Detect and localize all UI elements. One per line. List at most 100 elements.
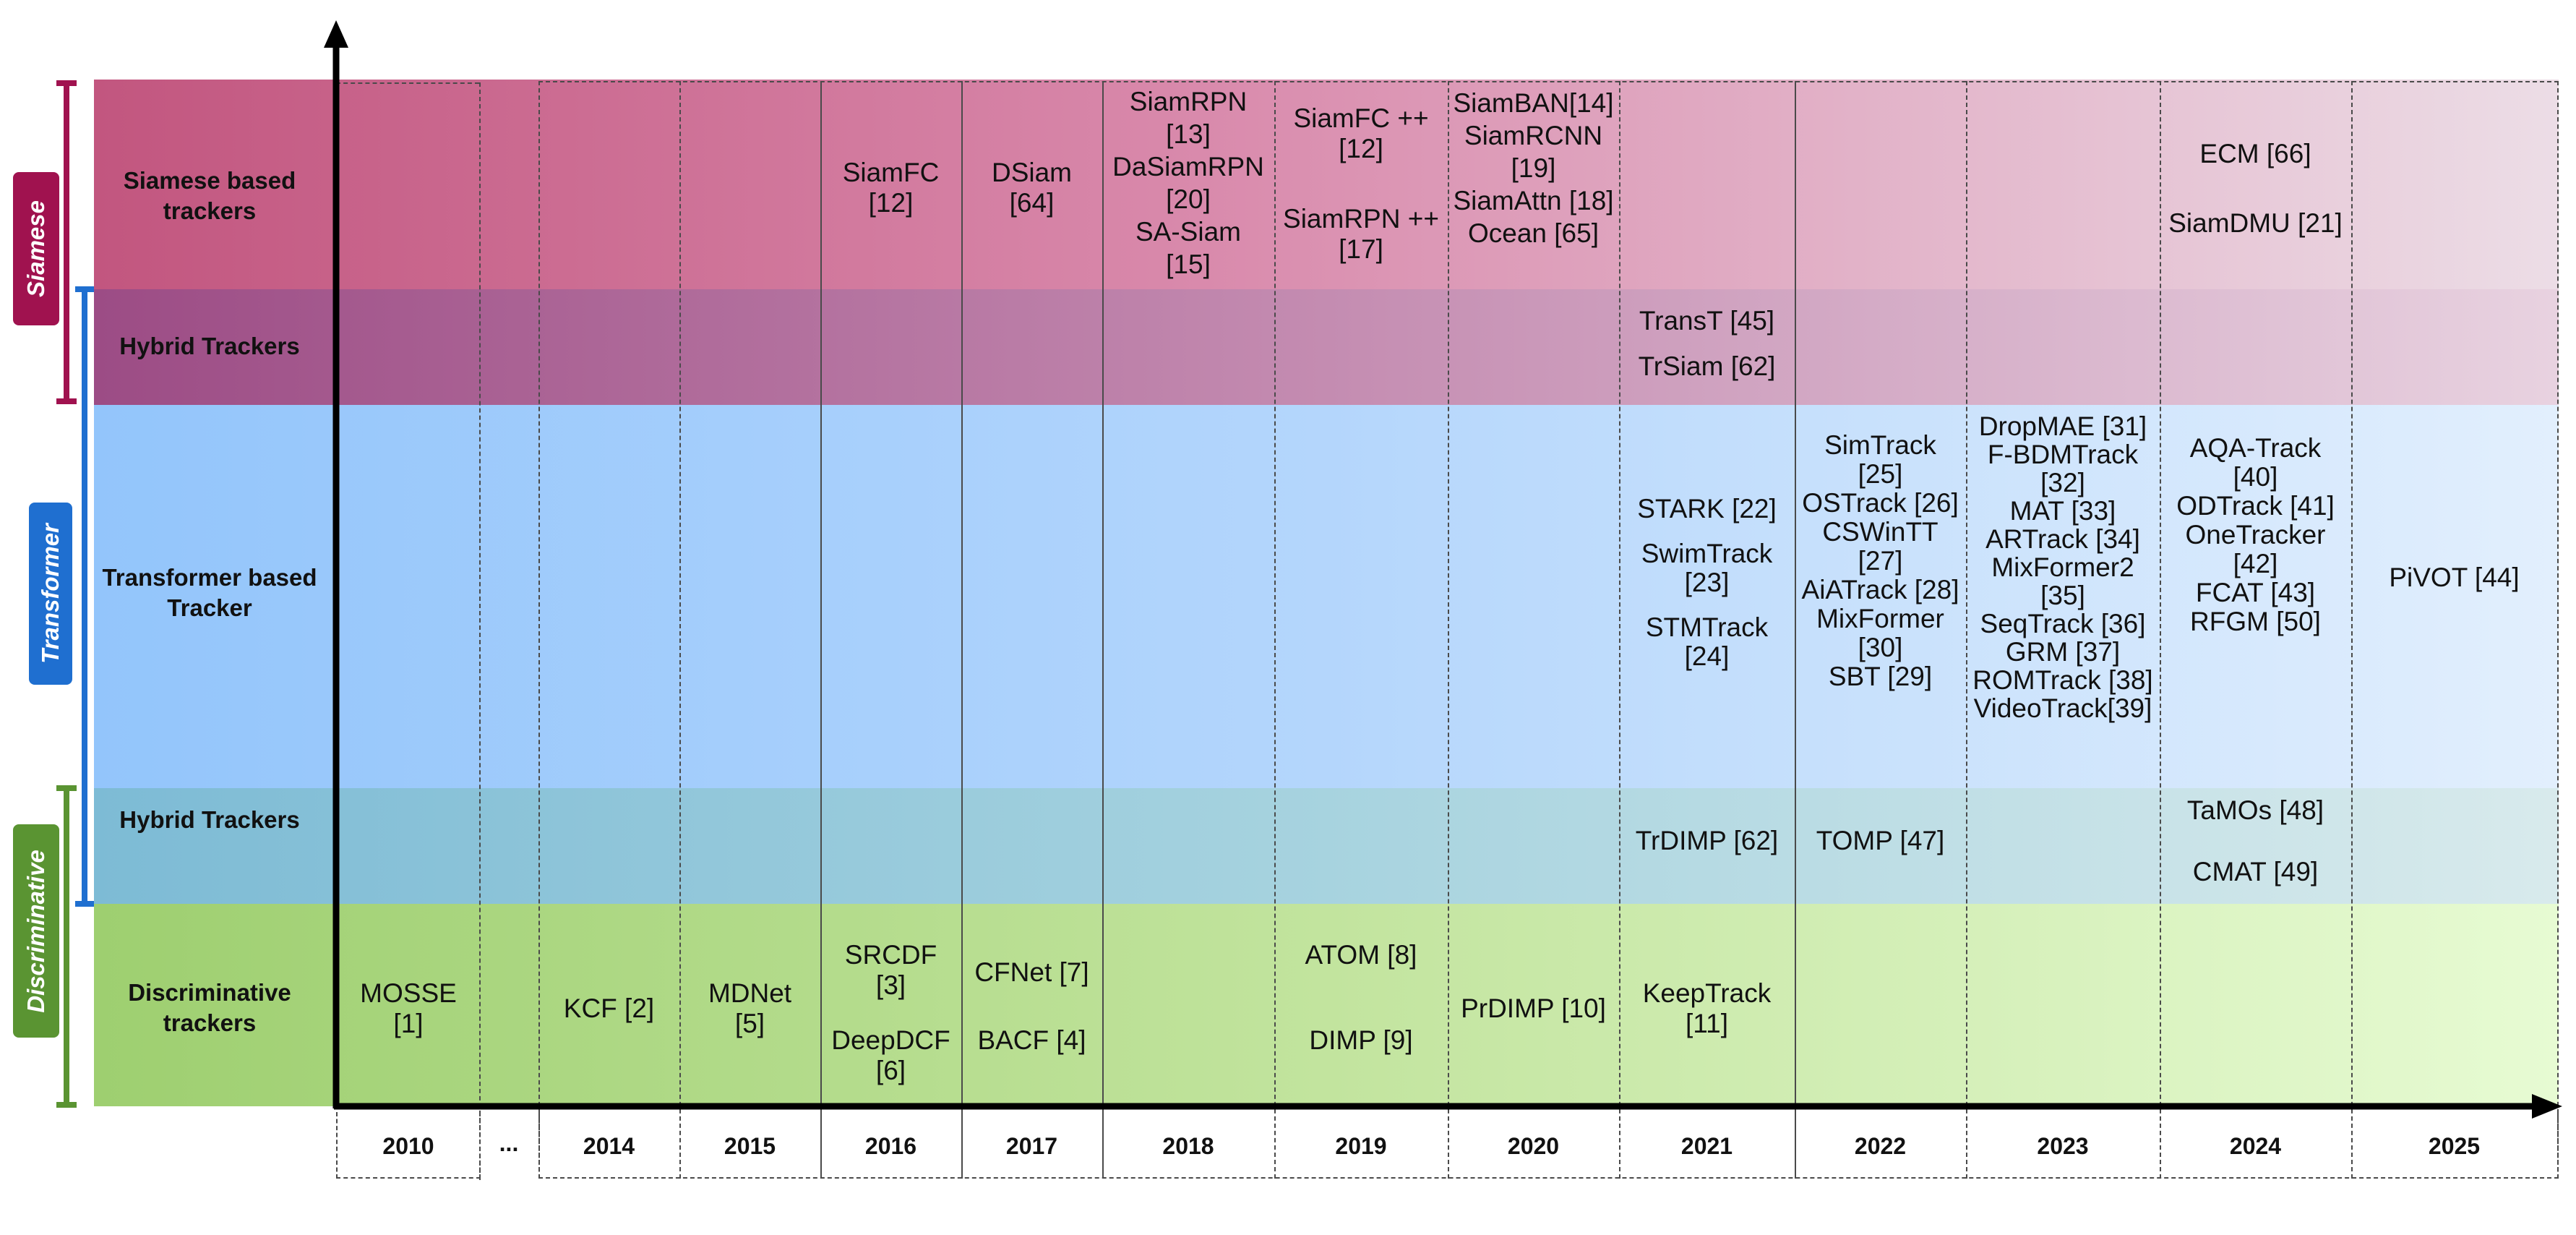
tracker-entry: SwimTrack — [1641, 539, 1773, 568]
tracker-entry: RFGM [50] — [2190, 607, 2321, 636]
year-label: 2016 — [864, 1133, 917, 1159]
hybrid-siamese-band — [94, 289, 2559, 405]
tracker-entry: SiamBAN[14] — [1453, 88, 1614, 118]
tracker-entry: SiamFC ++ — [1293, 103, 1429, 133]
tracker-entry: [13] — [1166, 119, 1211, 149]
year-label: 2022 — [1854, 1133, 1907, 1159]
tracker-entry: SA-Siam — [1135, 217, 1241, 247]
tracker-group: CFNet [7] — [961, 957, 1102, 988]
tracker-entry: SiamRPN ++ — [1283, 204, 1439, 234]
column-divider — [820, 81, 822, 1179]
year-2010-top-edge — [336, 82, 479, 84]
year-label: ... — [499, 1130, 519, 1156]
tracker-entry: [19] — [1511, 153, 1556, 183]
tracker-entry: [32] — [2040, 468, 2085, 497]
tracker-group: MDNet [5] — [679, 978, 820, 1039]
column-divider — [1448, 81, 1449, 1179]
tracker-entry: STMTrack — [1645, 612, 1769, 642]
tracker-group: MOSSE [1] — [336, 978, 481, 1039]
column-divider — [1795, 81, 1796, 1179]
year-label: 2019 — [1335, 1133, 1387, 1159]
column-divider — [961, 81, 963, 1179]
tracker-entry: SiamRCNN — [1464, 121, 1603, 150]
tracker-entry: GRM [37] — [2005, 637, 2121, 667]
tracker-entry: [1] — [393, 1009, 424, 1038]
year-columns-top-edge — [538, 81, 2559, 82]
tracker-entry: Ocean [65] — [1467, 218, 1599, 248]
tracker-entry: ATOM [8] — [1305, 940, 1417, 970]
tracker-entry: MixFormer — [1816, 604, 1944, 633]
tracker-entry: DaSiamRPN — [1112, 152, 1264, 181]
column-divider — [679, 81, 681, 1179]
tracker-group: TaMOs [48] — [2160, 795, 2351, 826]
tracker-entry: OSTrack [26] — [1802, 488, 1959, 518]
column-divider — [2351, 81, 2353, 1179]
tracker-group: AQA-Track [40] ODTrack [41] OneTracker [42] F… — [2160, 434, 2351, 636]
tracker-entry: CFNet [7] — [974, 957, 1089, 987]
tracker-entry: [27] — [1858, 546, 1903, 576]
tracker-entry: DropMAE [31] — [1978, 411, 2147, 441]
tracker-entry: [42] — [2233, 549, 2278, 578]
tracker-group: ECM [66] — [2160, 139, 2351, 169]
column-divider — [538, 81, 540, 1179]
tracker-entry: TrSiam [62] — [1638, 351, 1776, 381]
tracker-entry: SiamRPN — [1129, 87, 1248, 116]
tracker-entry: SiamAttn [18] — [1453, 186, 1614, 215]
row-label-hybrid-siamese: Hybrid Trackers — [119, 333, 300, 359]
category-tag-discriminative: Discriminative — [13, 824, 59, 1038]
tracker-entry: PiVOT [44] — [2389, 563, 2520, 592]
tracker-entry: [23] — [1684, 568, 1730, 597]
tracker-group: SiamFC ++ [12] — [1274, 103, 1448, 164]
tracker-entry: TrDIMP [62] — [1635, 826, 1779, 855]
tracker-entry: [15] — [1166, 249, 1211, 279]
tracker-entry: [24] — [1684, 641, 1730, 671]
tracker-entry: AQA-Track — [2189, 433, 2322, 463]
row-label-discriminative: Discriminative trackers — [128, 979, 291, 1036]
year-label: 2021 — [1680, 1133, 1733, 1159]
year-box — [336, 1112, 481, 1179]
tracker-entry: ECM [66] — [2199, 139, 2311, 168]
tracker-entry: [6] — [875, 1056, 906, 1085]
column-divider — [1274, 81, 1276, 1179]
tracker-group: DropMAE [31] F-BDMTrack [32] MAT [33] ARTrac… — [1966, 412, 2160, 722]
tracker-group: SiamRPN [13] DaSiamRPN [20] SA-Siam [15] — [1102, 85, 1274, 281]
tracker-entry: TOMP [47] — [1816, 826, 1945, 855]
transformer-bracket — [75, 286, 94, 907]
discriminative-bracket — [56, 785, 77, 1108]
tracker-entry: TransT [45] — [1639, 306, 1775, 336]
tracker-entry: CSWinTT — [1822, 517, 1939, 547]
tracker-entry: DeepDCF — [831, 1025, 950, 1055]
tracker-group: TransT [45] — [1619, 306, 1795, 336]
column-divider — [1102, 81, 1104, 1179]
tracker-entry — [1619, 524, 1795, 539]
tracker-entry: [11] — [1686, 1009, 1728, 1038]
tracker-group: BACF [4] — [961, 1025, 1102, 1056]
tracker-entry: BACF [4] — [977, 1025, 1086, 1055]
tracker-entry: CMAT [49] — [2192, 857, 2319, 886]
year-label: 2018 — [1162, 1133, 1214, 1159]
tracker-entry: SeqTrack [36] — [1980, 609, 2146, 638]
tracker-group: SiamBAN[14] SiamRCNN [19] SiamAttn [18] Ocea… — [1448, 87, 1619, 249]
tracker-entry: SimTrack — [1824, 430, 1936, 460]
tracker-group: KeepTrack [11] — [1619, 978, 1795, 1039]
tracker-group: SiamRPN ++ [17] — [1274, 204, 1448, 265]
tracker-group: STARK [22] SwimTrack [23] STMTrack [24] — [1619, 495, 1795, 671]
tracker-entry: KeepTrack — [1642, 978, 1772, 1008]
tracker-entry: MOSSE — [360, 978, 457, 1008]
tracker-entry: FCAT [43] — [2195, 578, 2316, 607]
category-tag-transformer: Transformer — [29, 503, 72, 685]
tracker-entry: [17] — [1339, 234, 1383, 264]
tracker-entry: [35] — [2040, 581, 2085, 610]
tracker-entry: VideoTrack[39] — [1973, 693, 2152, 723]
tracker-group: PrDIMP [10] — [1448, 993, 1619, 1024]
tracker-group: CMAT [49] — [2160, 857, 2351, 887]
tracker-group: TrSiam [62] — [1619, 351, 1795, 382]
tracker-group: DeepDCF [6] — [820, 1025, 961, 1086]
y-axis — [324, 20, 348, 1108]
year-label: 2017 — [1005, 1133, 1058, 1159]
tracker-entry: F-BDMTrack — [1987, 440, 2139, 469]
year-box — [538, 1112, 2559, 1179]
tracker-entry: [5] — [734, 1009, 765, 1038]
tracker-entry: [12] — [1339, 134, 1383, 163]
